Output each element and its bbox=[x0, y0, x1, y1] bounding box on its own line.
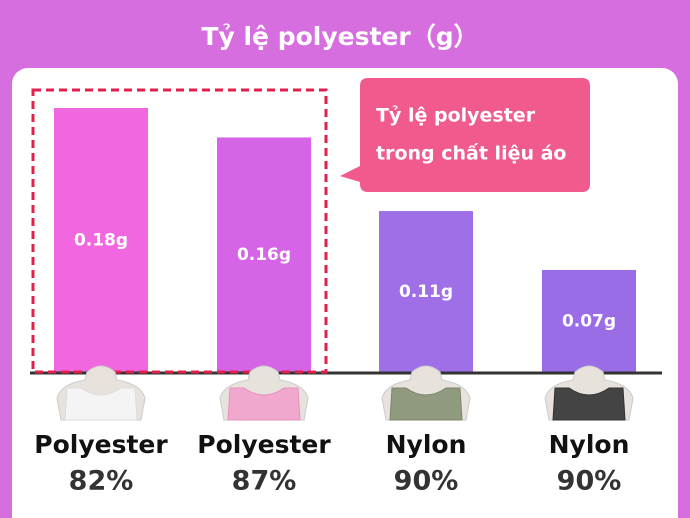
annotation-line: trong chất liệu áo bbox=[376, 142, 566, 165]
callout: Tỷ lệ polyester trong chất liệu áo bbox=[340, 78, 590, 192]
garment bbox=[64, 387, 138, 421]
chart-title: Tỷ lệ polyester（g） bbox=[201, 22, 478, 51]
highlight-box bbox=[31, 88, 328, 374]
x-tick-label: Nylon bbox=[386, 430, 467, 459]
x-tick-label: Nylon bbox=[549, 430, 630, 459]
callout-box bbox=[340, 78, 590, 192]
value-label: 0.18g bbox=[74, 231, 128, 251]
value-label: 0.16g bbox=[237, 245, 291, 265]
bar bbox=[217, 137, 311, 373]
garment bbox=[389, 387, 463, 421]
bar bbox=[379, 211, 473, 373]
category-percentage: 87% bbox=[232, 466, 297, 497]
x-tick-label: Polyester bbox=[34, 430, 168, 459]
category-percentage: 90% bbox=[557, 466, 622, 497]
x-tick-label: Polyester bbox=[197, 430, 331, 459]
category-percentage: 82% bbox=[69, 466, 134, 497]
garment bbox=[227, 387, 301, 421]
category-percentage: 90% bbox=[394, 466, 459, 497]
value-label: 0.07g bbox=[562, 311, 616, 331]
bar bbox=[542, 269, 636, 373]
value-label: 0.11g bbox=[399, 282, 453, 302]
annotation-line: Tỷ lệ polyester bbox=[376, 105, 536, 127]
garment bbox=[552, 387, 626, 421]
bar bbox=[54, 108, 148, 373]
